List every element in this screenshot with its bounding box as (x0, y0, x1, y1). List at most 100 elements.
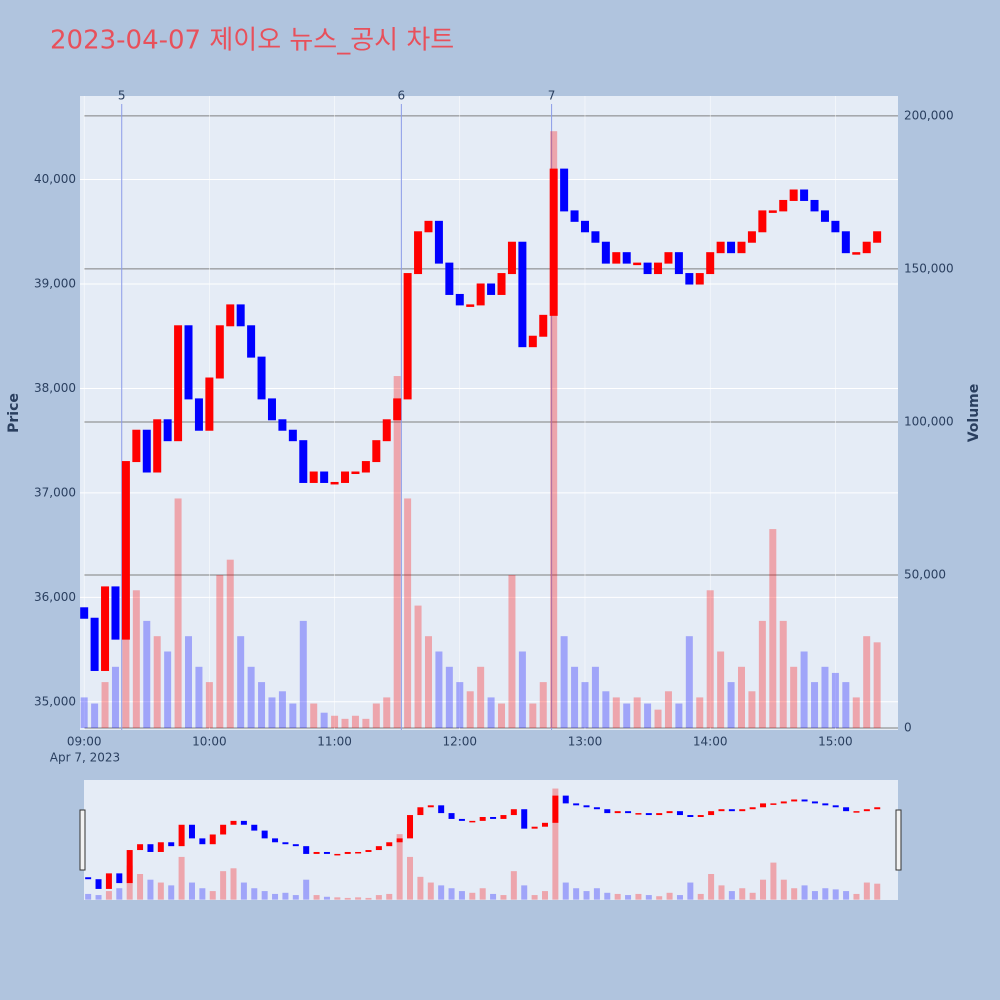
mini-candle (323, 851, 330, 854)
y-tick-label: 36,000 (34, 590, 76, 604)
mini-candle (645, 813, 652, 816)
mini-candle (770, 803, 777, 805)
mini-candle (531, 826, 538, 829)
mini-candle (780, 801, 787, 804)
mini-candle (521, 809, 528, 829)
range-slider[interactable] (84, 780, 898, 900)
event-label: 6 (398, 89, 406, 103)
candle-body (841, 231, 850, 254)
candle-body (403, 273, 412, 400)
volume-bar (320, 712, 328, 729)
y2-tick-label: 200,000 (904, 108, 954, 122)
mini-volume-bar (458, 891, 465, 900)
volume-bar (863, 636, 871, 729)
x-tick-label: 12:00 (442, 735, 477, 749)
volume-bar (644, 703, 652, 729)
volume-bar (80, 697, 88, 729)
mini-candle (469, 820, 476, 823)
candle-body (424, 220, 433, 233)
candle-body (695, 273, 704, 285)
volume-bar (247, 666, 255, 729)
mini-volume-bar (85, 893, 92, 900)
mini-volume-bar (490, 893, 497, 900)
volume-bar (237, 636, 245, 729)
candle-body (257, 356, 266, 400)
mini-volume-bar (811, 891, 818, 900)
candle-body (90, 617, 99, 671)
mini-volume-bar (396, 834, 403, 900)
candle-body (758, 210, 767, 233)
candle-body (414, 231, 423, 275)
candle-body (549, 168, 558, 316)
mini-candle (344, 851, 351, 854)
mini-candle (510, 809, 517, 816)
candle-body (80, 607, 89, 619)
mini-volume-bar (697, 893, 704, 900)
candle-body (361, 461, 370, 473)
candle-body (236, 304, 245, 327)
mini-candle (282, 842, 289, 845)
volume-bar (331, 715, 339, 729)
mini-candle (188, 824, 195, 839)
mini-candle (822, 803, 829, 806)
mini-volume-bar (375, 895, 382, 900)
mini-volume-bar (822, 888, 829, 900)
mini-volume-bar (220, 871, 227, 900)
volume-bar (800, 651, 808, 729)
volume-bar (696, 697, 704, 729)
mini-volume-bar (604, 892, 611, 900)
mini-volume-bar (874, 883, 881, 900)
candle-body (601, 241, 610, 264)
volume-bar (216, 574, 224, 729)
volume-bar (372, 703, 380, 729)
volume-bar (393, 376, 401, 729)
mini-volume-bar (407, 856, 414, 900)
mini-candle (593, 807, 600, 810)
mini-candle (562, 795, 569, 804)
volume-bar (456, 682, 464, 729)
mini-candle (791, 799, 798, 802)
volume-bar (769, 529, 777, 729)
mini-volume-bar (344, 897, 351, 900)
candle-body (101, 586, 110, 671)
candle-body (184, 325, 193, 400)
mini-candle (220, 824, 227, 835)
mini-volume-bar (386, 893, 393, 900)
mini-candle (853, 811, 860, 813)
volume-bar (623, 703, 631, 729)
candle-body (852, 252, 861, 255)
y-tick-label: 39,000 (34, 277, 76, 291)
volume-bar (185, 636, 193, 729)
x-date-label: Apr 7, 2023 (50, 751, 120, 765)
mini-candle (272, 838, 279, 843)
volume-bar (487, 697, 495, 729)
y-tick-label: 37,000 (34, 485, 76, 499)
volume-bar (498, 703, 506, 729)
mini-candle (157, 842, 164, 852)
mini-candle (209, 834, 216, 845)
candle-body (727, 241, 736, 254)
mini-volume-bar (427, 882, 434, 900)
range-handle-right[interactable] (895, 809, 902, 871)
mini-candle (874, 807, 881, 810)
mini-volume-bar (656, 896, 663, 900)
candle-body (445, 262, 454, 295)
mini-volume-bar (272, 893, 279, 900)
y2-tick-label: 150,000 (904, 261, 954, 275)
volume-bar (351, 715, 359, 729)
volume-bar (362, 718, 370, 729)
candle-body (163, 419, 172, 442)
volume-bar (195, 666, 203, 729)
candle-body (121, 461, 130, 640)
range-handle-left[interactable] (79, 809, 86, 871)
mini-candle (396, 838, 403, 843)
volume-bar (717, 651, 725, 729)
mini-candle (583, 805, 590, 808)
mini-volume-bar (292, 895, 299, 900)
mini-candle (334, 853, 341, 856)
volume-bar (268, 697, 276, 729)
candle-body (226, 304, 235, 327)
volume-bar (842, 682, 850, 729)
candle-body (382, 419, 391, 442)
mini-candle (168, 842, 175, 847)
